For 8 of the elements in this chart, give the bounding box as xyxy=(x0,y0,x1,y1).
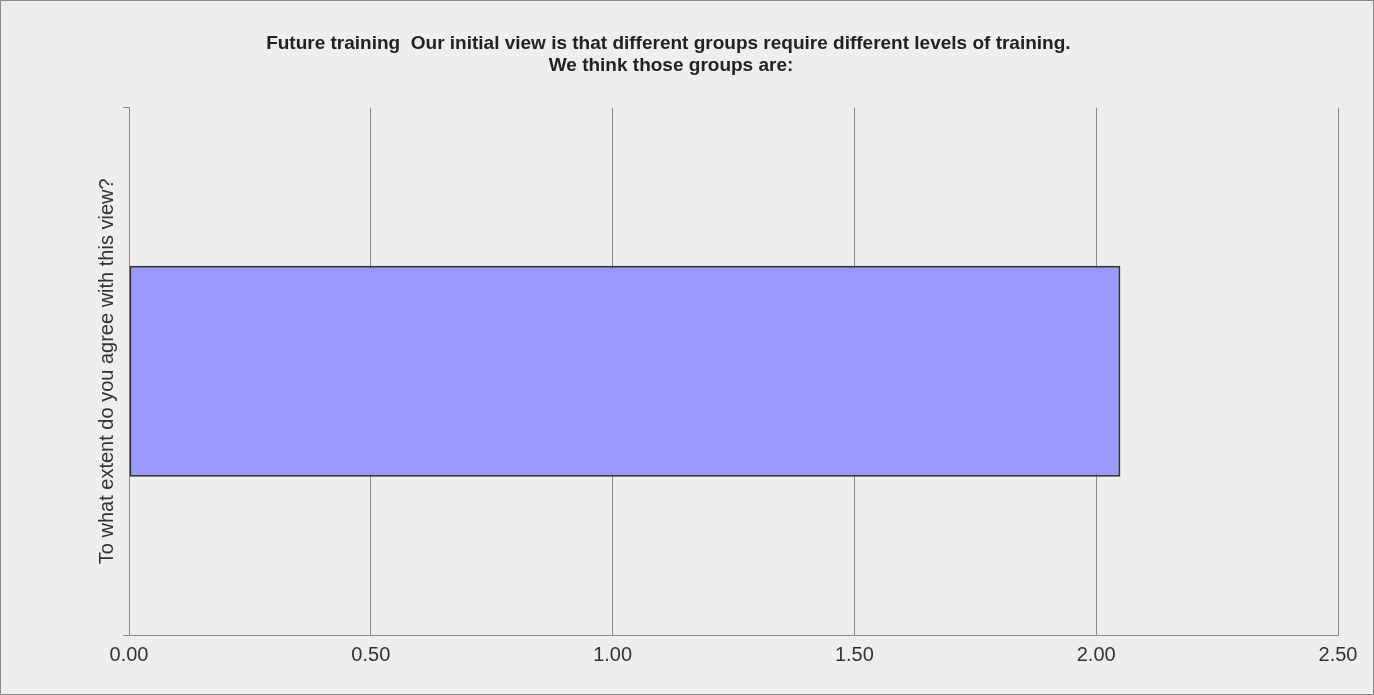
x-tick-label: 0.50 xyxy=(351,642,391,665)
chart-title: Future training Our initial view is that different groups require different levels of training. We think those groups are: xyxy=(266,31,1076,76)
x-tick-label: 0.00 xyxy=(109,642,149,665)
x-tick-label: 1.00 xyxy=(593,642,633,665)
y-tick-label: To what extent do you agree with this view? xyxy=(94,178,117,565)
x-tick-label: 1.50 xyxy=(834,642,874,665)
x-tick-label: 2.50 xyxy=(1318,642,1358,665)
x-tick-label: 2.00 xyxy=(1076,642,1116,665)
